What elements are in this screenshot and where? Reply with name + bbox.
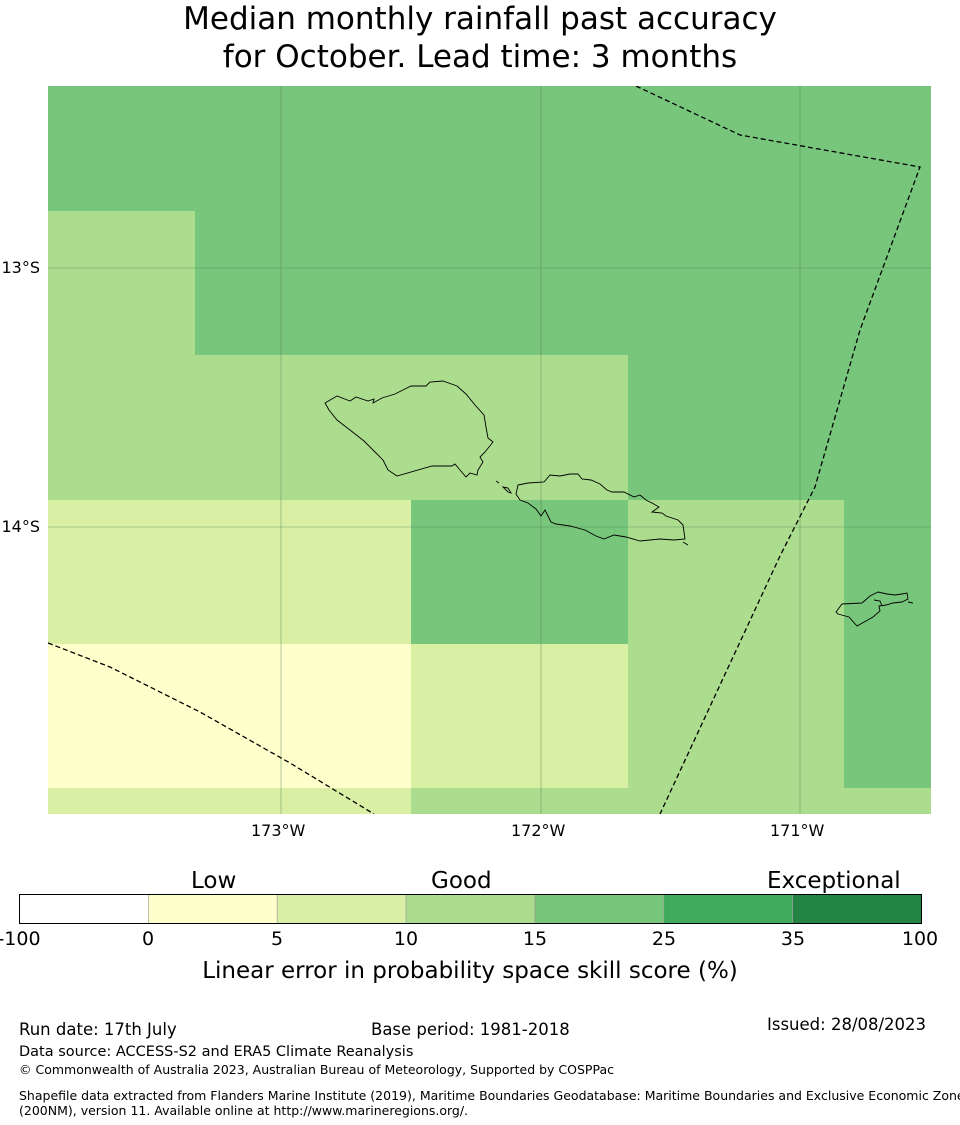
graticule	[48, 86, 931, 814]
colorbar-segment	[792, 894, 922, 924]
grid-cell	[628, 355, 931, 500]
eez-boundary-east	[635, 86, 921, 814]
colorbar	[19, 894, 922, 924]
grid-cell	[411, 500, 628, 644]
tutuila-bay	[873, 599, 883, 607]
issued-date: Issued: 28/08/2023	[767, 1015, 927, 1034]
colorbar-outline	[19, 894, 922, 924]
colorbar-segment	[663, 894, 793, 924]
savaii-island	[324, 380, 494, 478]
shapefile-credit-line-1: Shapefile data extracted from Flanders M…	[19, 1088, 960, 1103]
base-period: Base period: 1981-2018	[371, 1020, 570, 1039]
run-date: Run date: 17th July	[19, 1020, 177, 1039]
colorbar-segment	[534, 894, 665, 924]
manono-island	[501, 486, 513, 494]
colorbar-segment	[405, 894, 536, 924]
aunuu-island	[907, 601, 914, 604]
cb-tick-10: 10	[393, 928, 419, 950]
colorbar-segment	[148, 894, 278, 924]
lon-label-171w: 171°W	[770, 821, 825, 840]
coastlines	[324, 380, 914, 627]
grid-cell	[48, 211, 195, 355]
grid-cell	[48, 86, 931, 211]
cb-tick-minus100: -100	[0, 928, 41, 950]
grid-cell	[411, 644, 628, 788]
category-good: Good	[431, 868, 492, 894]
lat-label-13s: 13°S	[1, 258, 40, 277]
cb-tick-15: 15	[522, 928, 548, 950]
grid-cell	[48, 500, 411, 644]
grid-cell	[628, 644, 844, 788]
islet	[682, 541, 689, 546]
shapefile-credit-line-2: (200NM), version 11. Available online at…	[19, 1103, 469, 1118]
colorbar-segment	[276, 894, 407, 924]
cb-tick-5: 5	[270, 928, 284, 950]
title-line-1: Median monthly rainfall past accuracy	[183, 1, 777, 37]
lat-label-14s: 14°S	[1, 517, 40, 536]
cb-tick-100: 100	[901, 928, 939, 950]
eez-boundary-southwest	[48, 642, 375, 814]
colorbar-title: Linear error in probability space skill …	[202, 958, 738, 984]
copyright: © Commonwealth of Australia 2023, Austra…	[19, 1062, 614, 1077]
tutuila-island	[835, 591, 909, 627]
cb-tick-25: 25	[651, 928, 677, 950]
category-low: Low	[191, 868, 237, 894]
grid-cell	[411, 788, 931, 814]
chart-title: Median monthly rainfall past accuracy fo…	[0, 0, 960, 76]
eez-boundaries	[48, 86, 921, 814]
category-exceptional: Exceptional	[767, 868, 901, 894]
apolima-island	[495, 480, 500, 484]
title-line-2: for October. Lead time: 3 months	[222, 39, 738, 75]
lon-label-172w: 172°W	[511, 821, 566, 840]
grid-cell	[48, 355, 628, 500]
grid-cell	[48, 644, 411, 788]
upolu-island	[515, 473, 686, 542]
lon-label-173w: 173°W	[251, 821, 306, 840]
grid-cell	[48, 788, 411, 814]
grid-cell	[844, 500, 931, 644]
colorbar-segment	[19, 894, 149, 924]
skill-map	[48, 86, 931, 814]
grid-cell	[844, 644, 931, 788]
grid-cell	[195, 211, 931, 355]
cb-tick-0: 0	[141, 928, 155, 950]
colorbar-segments	[19, 894, 922, 924]
skill-grid	[48, 86, 931, 814]
grid-cell	[628, 500, 844, 644]
cb-tick-35: 35	[780, 928, 806, 950]
data-source: Data source: ACCESS-S2 and ERA5 Climate …	[19, 1044, 414, 1060]
